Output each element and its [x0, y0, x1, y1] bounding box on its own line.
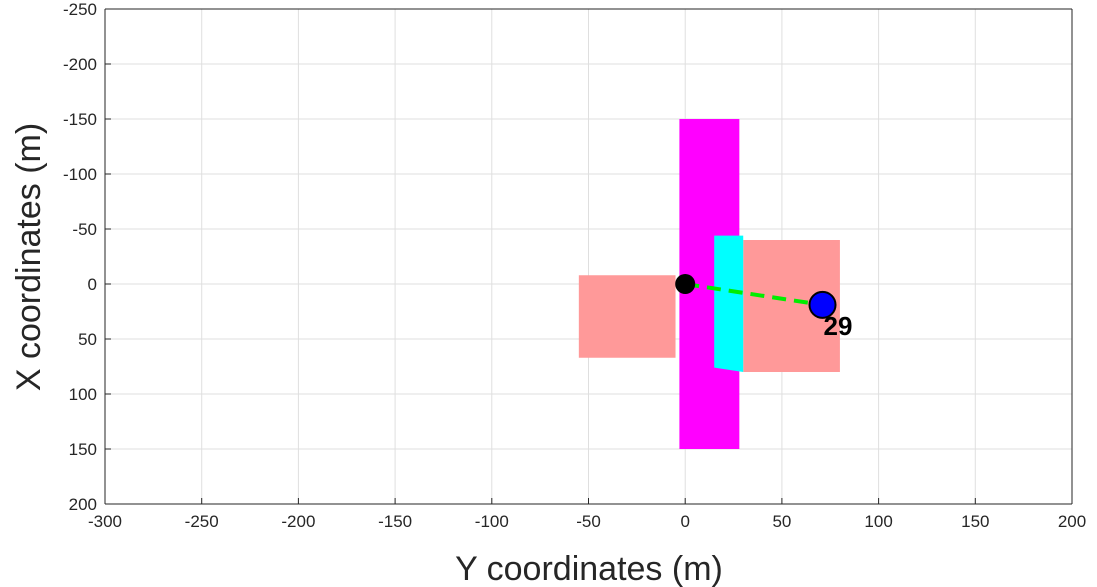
- y-tick-label: -100: [63, 165, 97, 184]
- x-tick-label: 150: [961, 512, 989, 531]
- left-pink-block: [578, 275, 676, 358]
- y-tick-label: 50: [78, 330, 97, 349]
- target-point-label: 29: [824, 311, 853, 341]
- start-point: [675, 274, 696, 294]
- trajectory: 29: [675, 274, 852, 341]
- x-tick-label: -100: [475, 512, 509, 531]
- target-point: [808, 290, 837, 319]
- x-tick-label: 200: [1058, 512, 1086, 531]
- x-tick-label: -250: [185, 512, 219, 531]
- x-tick-label: 0: [680, 512, 689, 531]
- x-axis-title: Y coordinates (m): [455, 550, 723, 587]
- x-tick-label: -300: [88, 512, 122, 531]
- y-tick-label: -50: [72, 220, 97, 239]
- y-axis-title: X coordinates (m): [10, 123, 48, 391]
- y-tick-label: 0: [88, 275, 97, 294]
- grid: [104, 8, 1073, 505]
- y-tick-label: 150: [69, 440, 97, 459]
- tick-labels: -300 -250 -200 -150 -100 -50 0 50 100 150 200 -250 -…: [63, 0, 1086, 531]
- path-line: [684, 282, 823, 307]
- x-tick-label: -200: [281, 512, 315, 531]
- y-tick-label: 200: [69, 495, 97, 514]
- x-tick-label: -150: [378, 512, 412, 531]
- x-tick-label: -50: [576, 512, 601, 531]
- regions: [578, 119, 840, 449]
- y-tick-label: -250: [63, 0, 97, 19]
- right-pink-block: [743, 240, 840, 372]
- y-tick-label: 100: [69, 385, 97, 404]
- x-tick-label: 50: [772, 512, 791, 531]
- y-tick-label: -150: [63, 110, 97, 129]
- axes: [104, 8, 1073, 505]
- cyan-block: [714, 235, 744, 372]
- y-tick-label: -200: [63, 55, 97, 74]
- x-tick-label: 100: [864, 512, 892, 531]
